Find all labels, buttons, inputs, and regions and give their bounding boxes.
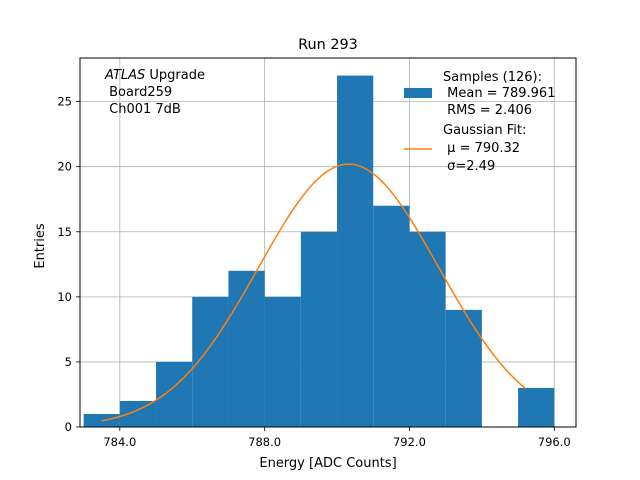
histogram-bar (300, 231, 338, 427)
histogram-bar (119, 400, 157, 427)
annotation-board: Board259 (105, 85, 172, 100)
x-axis-ticks: 784.0 788.0 792.0 796.0 (103, 427, 571, 449)
histogram-bar (373, 205, 410, 427)
x-tick-label: 788.0 (248, 435, 281, 449)
legend-samples-mean: Mean = 789.961 (443, 86, 555, 101)
y-tick-label: 25 (57, 95, 72, 109)
histogram-bar (518, 387, 555, 427)
y-tick-label: 15 (57, 225, 72, 239)
chart-title: Run 293 (298, 37, 358, 53)
legend-samples-count: Samples (126): (443, 70, 542, 85)
x-tick-label: 784.0 (103, 435, 136, 449)
y-tick-label: 10 (57, 290, 72, 304)
histogram-bars (83, 75, 555, 428)
histogram-bar (337, 75, 374, 428)
annotation-channel: Ch001 7dB (105, 102, 181, 117)
legend-fit-title: Gaussian Fit: (443, 123, 526, 138)
y-tick-label: 20 (57, 160, 72, 174)
histogram-bar (264, 296, 301, 427)
x-tick-label: 792.0 (393, 435, 426, 449)
y-axis-ticks: 0 5 10 15 20 25 (57, 95, 80, 434)
y-tick-label: 5 (65, 355, 72, 369)
legend-samples-rms: RMS = 2.406 (443, 103, 532, 118)
axes-frame (79, 57, 577, 428)
legend-fit-sigma: σ=2.49 (443, 159, 495, 174)
x-axis-label: Energy [ADC Counts] (259, 456, 396, 471)
annotation-upgrade: Upgrade (145, 68, 205, 83)
histogram-bar (409, 231, 446, 427)
y-axis-label: Entries (33, 223, 48, 269)
legend: Samples (126): Mean = 789.961 RMS = 2.40… (404, 70, 555, 174)
annotation-atlas: ATLAS (104, 68, 145, 83)
y-tick-label: 0 (65, 420, 72, 434)
gaussian-fit (101, 163, 526, 422)
histogram-bar (445, 309, 482, 427)
histogram-bar (228, 270, 265, 427)
legend-histogram-swatch (404, 88, 432, 98)
gaussian-fit-curve (101, 163, 526, 422)
atlas-annotation: ATLAS Upgrade Board259 Ch001 7dB (104, 68, 205, 117)
histogram-bar (156, 361, 193, 427)
legend-fit-mu: μ = 790.32 (443, 141, 520, 156)
x-tick-label: 796.0 (538, 435, 571, 449)
svg-text:ATLAS Upgrade: ATLAS Upgrade (104, 68, 205, 83)
